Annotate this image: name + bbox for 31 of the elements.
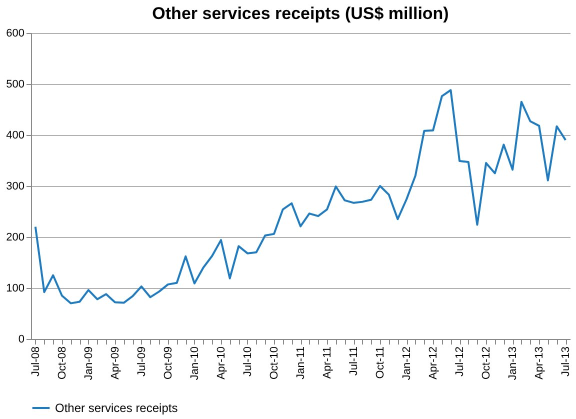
x-tick-label: Apr-13: [534, 346, 546, 380]
x-tick-label: Jan-12: [401, 346, 414, 380]
x-tick-label: Jan-10: [188, 346, 201, 380]
x-tick-label: Jan-11: [295, 346, 307, 380]
x-tick-label: Apr-12: [428, 346, 440, 380]
x-tick-label: Jul-12: [454, 346, 466, 376]
x-tick-label: Oct-11: [374, 346, 387, 379]
x-tick-label: Apr-09: [109, 346, 122, 380]
x-tick-label: Jul-09: [136, 346, 148, 376]
y-tick-label: 500: [6, 78, 24, 90]
x-tick-label: Jan-13: [507, 346, 520, 380]
x-tick-label: Jul-11: [348, 346, 360, 376]
x-tick-label: Jul-08: [30, 346, 42, 376]
y-tick-label: 0: [18, 334, 24, 346]
x-tick-label: Oct-09: [162, 346, 174, 380]
line-series: [34, 89, 567, 304]
x-tick-label: Apr-11: [322, 346, 334, 379]
y-tick-label: 300: [6, 180, 24, 192]
x-tick-label: Jan-09: [82, 346, 95, 380]
x-tick-label: Jul-13: [560, 346, 572, 376]
x-tick-label: Oct-08: [56, 346, 68, 380]
y-tick-label: 600: [6, 28, 24, 40]
y-tick-label: 200: [6, 232, 24, 244]
y-tick-label: 400: [6, 130, 24, 142]
x-tick-label: Apr-10: [215, 346, 228, 380]
x-tick-label: Oct-12: [480, 346, 493, 380]
chart-title: Other services receipts (US$ million): [152, 4, 449, 23]
x-tick-label: Oct-10: [268, 346, 280, 380]
legend-label: Other services receipts: [55, 401, 178, 415]
x-tick-label: Jul-10: [242, 346, 254, 376]
y-tick-label: 100: [6, 282, 24, 294]
